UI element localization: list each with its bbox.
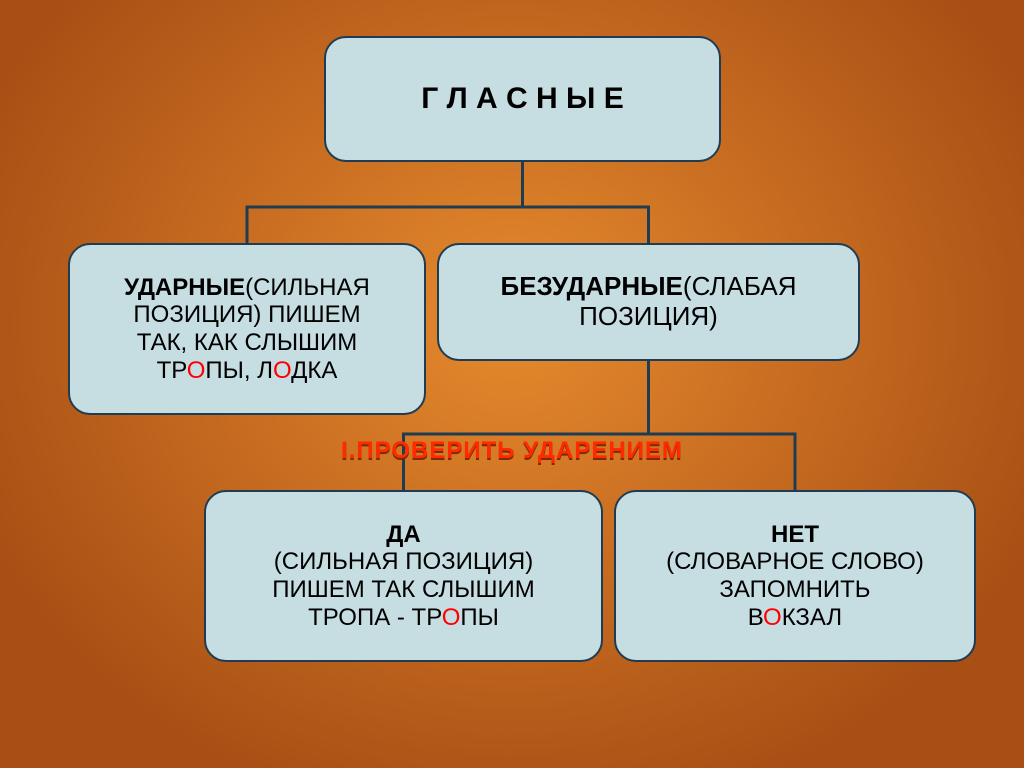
node-left-line-0: УДАРНЫЕ(СИЛЬНАЯ [80,274,414,302]
node-right-line-1: ПОЗИЦИЯ) [449,302,848,332]
node-no: НЕТ(СЛОВАРНОЕ СЛОВО)ЗАПОМНИТЬВОКЗАЛ [614,490,976,662]
check-stress-label: І.ПРОВЕРИТЬ УДАРЕНИЕМ [0,437,1024,465]
node-root-line-0: Г Л А С Н Ы Е [336,82,709,117]
node-yes-line-1: (СИЛЬНАЯ ПОЗИЦИЯ) [216,548,591,576]
node-yes: ДА(СИЛЬНАЯ ПОЗИЦИЯ)ПИШЕМ ТАК СЛЫШИМТРОПА… [204,490,603,662]
node-yes-line-0: ДА [216,521,591,549]
node-no-line-1: (СЛОВАРНОЕ СЛОВО) [626,548,964,576]
node-no-line-3: ВОКЗАЛ [626,604,964,632]
node-yes-line-2: ПИШЕМ ТАК СЛЫШИМ [216,576,591,604]
node-left-line-2: ТАК, КАК СЛЫШИМ [80,329,414,357]
node-right: БЕЗУДАРНЫЕ(СЛАБАЯПОЗИЦИЯ) [437,243,860,361]
node-left-line-1: ПОЗИЦИЯ) ПИШЕМ [80,301,414,329]
node-left-line-3: ТРОПЫ, ЛОДКА [80,357,414,385]
node-no-line-2: ЗАПОМНИТЬ [626,576,964,604]
node-yes-line-3: ТРОПА - ТРОПЫ [216,604,591,632]
diagram-stage: Г Л А С Н Ы ЕУДАРНЫЕ(СИЛЬНАЯПОЗИЦИЯ) ПИШ… [0,0,1024,768]
node-no-line-0: НЕТ [626,521,964,549]
node-right-line-0: БЕЗУДАРНЫЕ(СЛАБАЯ [449,272,848,302]
node-left: УДАРНЫЕ(СИЛЬНАЯПОЗИЦИЯ) ПИШЕМТАК, КАК СЛ… [68,243,426,415]
node-root: Г Л А С Н Ы Е [324,36,721,162]
